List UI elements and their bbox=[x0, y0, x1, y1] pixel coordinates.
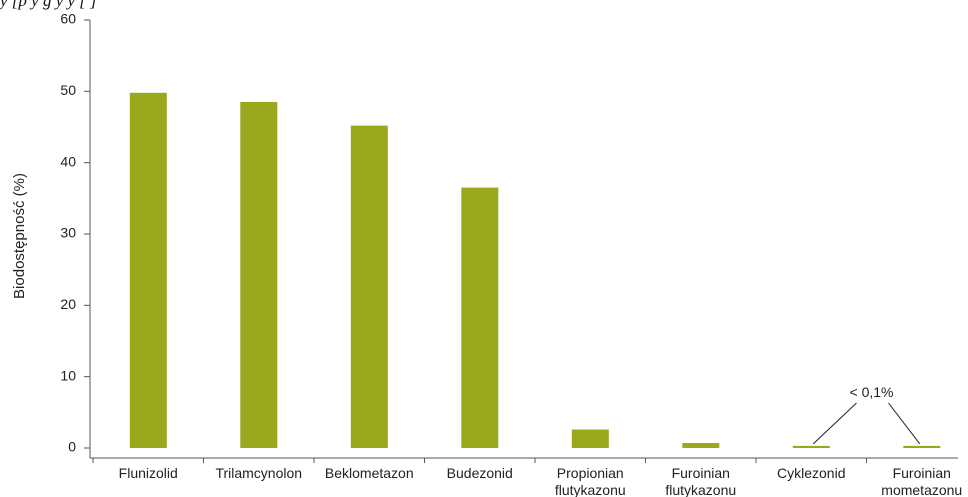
category-label: Cyklezonid bbox=[777, 465, 845, 481]
category-label: Propionian flutykazonu bbox=[555, 465, 626, 497]
y-tick-label: 30 bbox=[60, 225, 76, 241]
bar bbox=[682, 443, 720, 448]
bar bbox=[461, 187, 499, 448]
y-axis-title: Biodostępność (%) bbox=[11, 173, 28, 299]
category-labels: Flunizolid Trilamcynolon Beklometazon Budez… bbox=[119, 465, 963, 497]
chart-title: y [p y g y y [ ] bbox=[0, 0, 97, 10]
bar bbox=[571, 429, 609, 448]
y-tick-label: 40 bbox=[60, 153, 76, 169]
bar bbox=[129, 92, 167, 449]
y-tick-label: 60 bbox=[60, 11, 76, 27]
bars bbox=[129, 92, 941, 449]
bar bbox=[792, 445, 830, 448]
y-tick-label: 10 bbox=[60, 367, 76, 383]
x-axis bbox=[90, 457, 958, 463]
category-label: Beklometazon bbox=[325, 465, 414, 481]
annotation-label: < 0,1% bbox=[850, 384, 894, 400]
y-tick-label: 20 bbox=[60, 296, 76, 312]
annotation-pointer bbox=[888, 402, 921, 445]
category-label: Furoinian mometazonu bbox=[881, 465, 962, 497]
y-axis: 0 10 20 30 40 50 60 bbox=[60, 11, 91, 458]
category-label: Furoinian flutykazonu bbox=[665, 465, 736, 497]
bar bbox=[240, 102, 278, 448]
y-tick-label: 50 bbox=[60, 82, 76, 98]
bar bbox=[350, 125, 388, 448]
annotation: < 0,1% bbox=[812, 384, 921, 445]
category-label: Flunizolid bbox=[119, 465, 178, 481]
category-label: Trilamcynolon bbox=[215, 465, 302, 481]
y-tick-label: 0 bbox=[68, 439, 76, 455]
category-label: Budezonid bbox=[447, 465, 513, 481]
annotation-pointer bbox=[812, 402, 857, 445]
bar bbox=[903, 445, 941, 448]
